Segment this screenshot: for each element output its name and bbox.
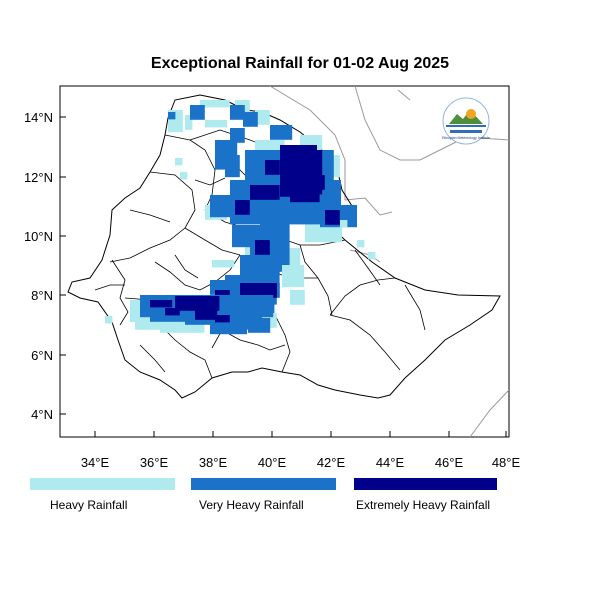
rain-cell-very-heavy (230, 128, 245, 143)
rain-cell-extreme (150, 300, 173, 308)
rain-cell-heavy (282, 265, 305, 288)
rain-cell-heavy (368, 252, 376, 260)
x-tick-label: 42°E (317, 455, 346, 470)
rain-cell-very-heavy (230, 105, 245, 120)
rain-cell-heavy (255, 110, 270, 125)
x-tick-label: 44°E (376, 455, 405, 470)
x-tick-label: 36°E (140, 455, 169, 470)
rain-cell-heavy (200, 100, 230, 108)
legend-heavy-label: Heavy Rainfall (50, 498, 128, 512)
rain-cell-very-heavy (210, 195, 240, 218)
rain-cell-very-heavy (168, 112, 176, 120)
rain-cell-heavy (180, 172, 188, 180)
rain-cell-very-heavy (243, 112, 258, 127)
rain-cell-extreme (240, 283, 277, 298)
y-tick-label: 12°N (24, 170, 53, 185)
legend-very-heavy-label: Very Heavy Rainfall (199, 498, 304, 512)
legend-heavy: Heavy Rainfall (30, 478, 175, 512)
x-axis: 34°E 36°E 38°E 40°E 42°E 44°E 46°E 48°E (81, 431, 521, 470)
legend-heavy-swatch (30, 478, 175, 490)
rain-cell-extreme (235, 200, 250, 215)
rain-cell-heavy (290, 290, 305, 305)
rain-cell-extreme (250, 185, 280, 200)
legend-extreme-swatch (354, 478, 497, 490)
rain-cell-very-heavy (250, 270, 280, 285)
rain-cell-heavy (205, 120, 228, 128)
legend-very-heavy: Very Heavy Rainfall (191, 478, 336, 512)
x-tick-label: 40°E (258, 455, 287, 470)
x-tick-label: 46°E (435, 455, 464, 470)
legend-extreme: Extremely Heavy Rainfall (354, 478, 497, 512)
rain-cell-very-heavy (248, 318, 271, 333)
rainfall-cells (105, 100, 376, 335)
x-tick-label: 38°E (199, 455, 228, 470)
rain-cell-extreme (325, 210, 340, 225)
rain-cell-extreme (215, 315, 230, 323)
rain-cell-extreme (310, 175, 325, 190)
rain-cell-extreme (195, 305, 218, 320)
rain-cell-extreme (265, 160, 280, 175)
rain-cell-extreme (255, 240, 270, 255)
rain-cell-heavy (357, 240, 365, 248)
y-tick-label: 6°N (31, 348, 53, 363)
rain-cell-very-heavy (270, 125, 293, 140)
rain-cell-very-heavy (225, 155, 240, 178)
rain-cell-extreme (165, 308, 180, 316)
rain-cell-heavy (105, 316, 113, 324)
y-tick-label: 4°N (31, 407, 53, 422)
y-tick-label: 8°N (31, 288, 53, 303)
map-title: Exceptional Rainfall for 01-02 Aug 2025 (150, 55, 450, 72)
logo-text: Ethiopian Meteorology Institute (442, 136, 490, 140)
rain-cell-very-heavy (190, 105, 205, 120)
legend-extreme-label: Extremely Heavy Rainfall (356, 498, 491, 512)
rain-cell-heavy (212, 260, 235, 268)
y-tick-label: 10°N (24, 229, 53, 244)
x-tick-label: 48°E (492, 455, 521, 470)
ethiopia-outline (67, 94, 501, 399)
x-tick-label: 34°E (81, 455, 110, 470)
rain-cell-heavy (185, 115, 193, 130)
logo: Ethiopian Meteorology Institute (442, 97, 490, 145)
rain-cell-heavy (340, 220, 348, 228)
y-axis: 14°N 12°N 10°N 8°N 6°N 4°N (24, 110, 66, 422)
y-tick-label: 14°N (24, 110, 53, 125)
legend-very-heavy-swatch (191, 478, 336, 490)
rain-cell-heavy (175, 158, 183, 166)
